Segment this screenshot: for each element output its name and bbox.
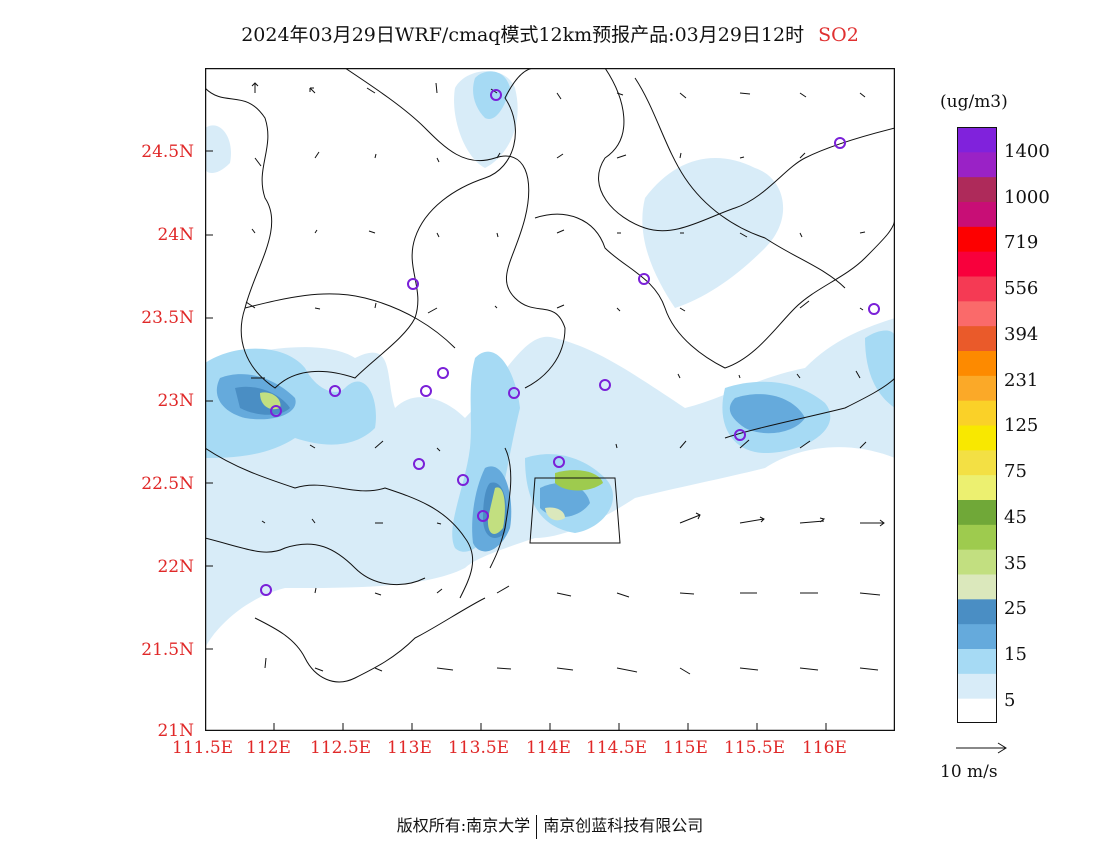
lat-label: 23.5N <box>141 308 194 328</box>
lat-label: 22.5N <box>141 474 194 494</box>
lat-label: 24N <box>157 225 194 245</box>
reference-vector <box>956 742 1007 754</box>
color-bar-segment <box>957 400 997 426</box>
color-bar-segment <box>957 425 997 451</box>
lon-label: 113E <box>387 738 432 758</box>
color-bar-segment <box>957 276 997 302</box>
lat-label: 22N <box>157 557 194 577</box>
legend-level: 1000 <box>1004 187 1050 208</box>
lon-label: 116E <box>802 738 847 758</box>
color-bar-segment <box>957 350 997 376</box>
color-bar-segment <box>957 598 997 625</box>
lat-label: 23N <box>157 391 194 411</box>
lon-label: 111.5E <box>172 738 234 758</box>
so2-field <box>205 71 895 648</box>
legend-level: 125 <box>1004 415 1039 436</box>
legend-level: 1400 <box>1004 141 1050 162</box>
boundary-lines <box>205 68 895 683</box>
legend-level: 75 <box>1004 461 1027 482</box>
lon-label: 113.5E <box>448 738 510 758</box>
color-bar-segment <box>957 375 997 401</box>
color-bar-segment <box>957 449 997 476</box>
lat-label: 24.5N <box>141 142 194 162</box>
copyright-footer: 版权所有:南京大学 南京创蓝科技有限公司 <box>0 812 1100 839</box>
legend-level: 15 <box>1004 644 1027 665</box>
color-bar-segment <box>957 698 997 723</box>
color-bar-segment <box>957 201 997 227</box>
color-bar-segment <box>957 251 997 277</box>
map-title: 2024年03月29日WRF/cmaq模式12km预报产品:03月29日12时 S… <box>0 20 1100 47</box>
wind-vectors <box>245 82 885 675</box>
axis-ticks <box>205 150 827 731</box>
color-bar-segment <box>957 176 997 202</box>
color-bar-segment <box>957 226 997 252</box>
legend-level: 5 <box>1004 690 1016 711</box>
footer-divider <box>536 814 538 839</box>
color-bar-segment <box>957 574 997 600</box>
color-bar-segment <box>957 524 997 550</box>
legend-unit: (ug/m3) <box>940 92 1008 112</box>
lon-label: 112E <box>246 738 291 758</box>
color-bar <box>957 127 997 723</box>
color-bar-border <box>957 127 997 723</box>
color-bar-segment <box>957 474 997 500</box>
reference-vector-label: 10 m/s <box>940 762 998 782</box>
legend-level: 556 <box>1004 278 1039 299</box>
legend-level: 394 <box>1004 324 1039 345</box>
lon-label: 115.5E <box>724 738 786 758</box>
legend-level: 25 <box>1004 598 1027 619</box>
map-plot[interactable] <box>205 68 895 731</box>
copyright-right: 南京创蓝科技有限公司 <box>543 816 704 835</box>
lat-label: 21.5N <box>141 640 194 660</box>
color-bar-segment <box>957 623 997 649</box>
color-bar-segment <box>957 499 997 525</box>
lat-label: 21N <box>157 721 194 741</box>
station-markers <box>260 89 880 596</box>
color-bar-segment <box>957 648 997 674</box>
title-text: 2024年03月29日WRF/cmaq模式12km预报产品:03月29日12时 <box>241 24 805 46</box>
color-bar-segment <box>957 325 997 351</box>
color-bar-segment <box>957 549 997 575</box>
color-bar-segment <box>957 300 997 327</box>
lon-label: 114.5E <box>586 738 648 758</box>
legend-level: 719 <box>1004 232 1039 253</box>
color-bar-segment <box>957 673 997 699</box>
lon-label: 112.5E <box>310 738 372 758</box>
copyright-left: 版权所有:南京大学 <box>396 816 531 835</box>
color-bar-segment <box>957 151 997 178</box>
pollutant-label: SO2 <box>818 24 859 46</box>
lon-label: 114E <box>526 738 571 758</box>
lon-label: 115E <box>663 738 708 758</box>
legend-level: 35 <box>1004 553 1027 574</box>
color-bar-segment <box>957 127 997 153</box>
legend-level: 231 <box>1004 370 1039 391</box>
legend-level: 45 <box>1004 507 1027 528</box>
